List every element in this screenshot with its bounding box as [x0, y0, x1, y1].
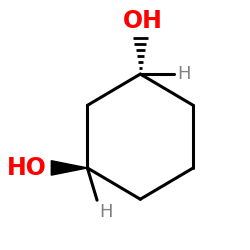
Text: OH: OH — [123, 9, 163, 33]
Polygon shape — [51, 161, 88, 175]
Text: H: H — [178, 65, 191, 83]
Text: H: H — [100, 202, 113, 220]
Text: HO: HO — [6, 156, 46, 180]
